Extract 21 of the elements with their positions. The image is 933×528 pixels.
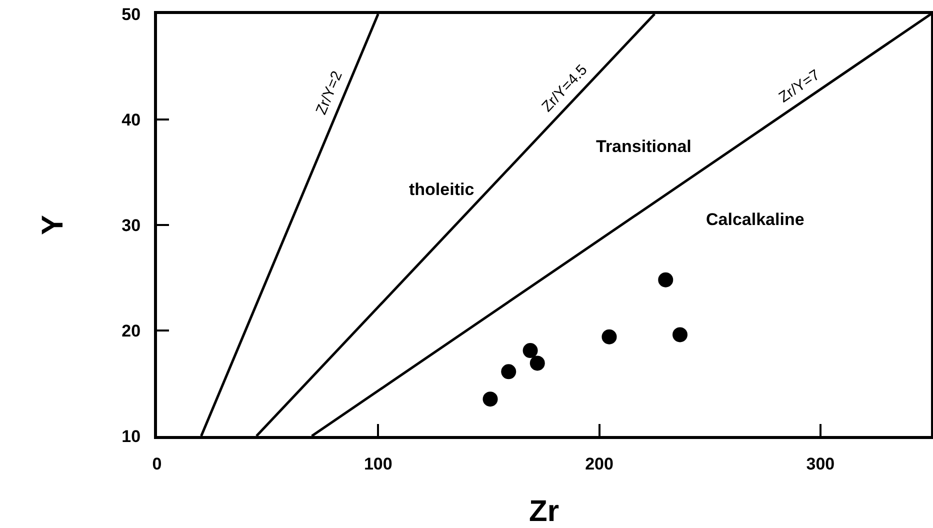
x-tick-label: 200 <box>585 454 614 474</box>
point <box>602 329 617 344</box>
y-tick-label: 40 <box>122 110 141 130</box>
x-tick-label: 300 <box>806 454 835 474</box>
point <box>482 392 498 407</box>
point <box>658 272 674 288</box>
y-tick-label: 10 <box>122 426 141 446</box>
point <box>501 364 516 380</box>
annotation: Calcalkaline <box>706 210 804 229</box>
annotation: Transitional <box>596 137 692 156</box>
y-tick-label: 50 <box>122 4 141 24</box>
y-tick-label: 20 <box>122 321 141 340</box>
annotation: tholeitic <box>409 180 474 199</box>
point <box>672 327 688 342</box>
x-tick-label: 0 <box>152 454 162 474</box>
point <box>522 343 538 358</box>
y-tick-label: 30 <box>122 216 141 235</box>
x-tick-label: 100 <box>364 454 392 474</box>
point <box>530 356 545 371</box>
y-axis-title: Y <box>36 214 70 236</box>
x-axis-title: Zr <box>529 494 560 528</box>
